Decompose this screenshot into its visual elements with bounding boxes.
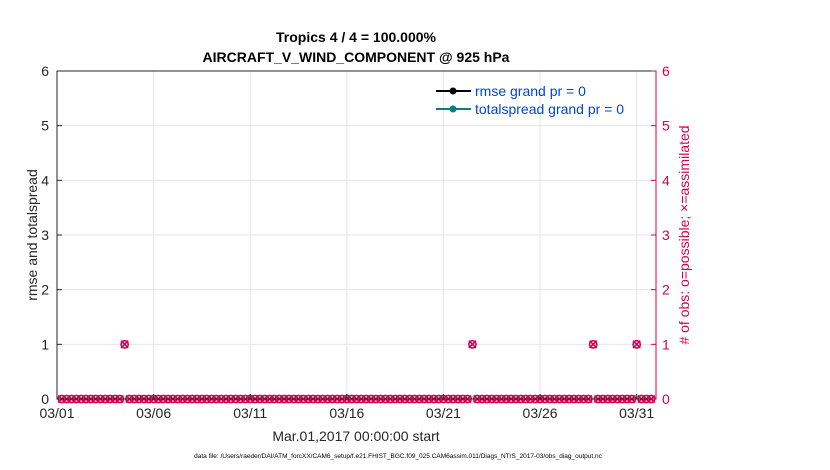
legend-marker-totalspread: [449, 105, 457, 113]
x-tick-label: 03/21: [426, 405, 461, 421]
y-tick-label-left: 2: [41, 282, 49, 298]
obs-point-marker: [120, 339, 130, 349]
x-tick-label: 03/01: [39, 405, 74, 421]
obs-point-marker: [632, 339, 642, 349]
footer-data-file: data file: /Users/raeder/DAI/ATM_forcXX/…: [194, 453, 603, 460]
y-tick-label-right: 5: [662, 118, 670, 134]
y-tick-label-right: 3: [662, 227, 670, 243]
chart-subtitle: AIRCRAFT_V_WIND_COMPONENT @ 925 hPa: [203, 49, 510, 65]
y-axis-ticks: 0 0 1 1 2 2 3 3 4 4 5 5 6 6: [41, 63, 670, 407]
legend-label-rmse: rmse grand pr = 0: [475, 83, 586, 99]
obs-point-marker: [588, 339, 598, 349]
x-tick-label: 03/31: [619, 405, 654, 421]
x-tick-label: 03/06: [136, 405, 171, 421]
x-tick-label: 03/11: [233, 405, 267, 421]
y-axis-label: rmse and totalspread: [24, 169, 40, 301]
x-tick-label: 03/26: [523, 405, 558, 421]
y-tick-label-right: 6: [662, 63, 670, 79]
x-axis-ticks: 03/01 03/06 03/11 03/16 03/21 03/26 03/31: [39, 394, 654, 421]
x-axis-label: Mar.01,2017 00:00:00 start: [272, 428, 439, 444]
legend: rmse grand pr = 0 totalspread grand pr =…: [436, 83, 624, 117]
y-tick-label-right: 0: [662, 391, 670, 407]
y-tick-label-left: 0: [41, 391, 49, 407]
legend-marker-rmse: [449, 87, 457, 95]
y-tick-label-right: 1: [662, 336, 670, 352]
chart-title: Tropics 4 / 4 = 100.000%: [276, 29, 436, 45]
y-tick-label-right: 2: [662, 282, 670, 298]
y-tick-label-left: 5: [41, 118, 49, 134]
x-tick-label: 03/16: [329, 405, 364, 421]
y-axis-label-right: # of obs: o=possible; ×=assimilated: [676, 125, 692, 344]
legend-label-totalspread: totalspread grand pr = 0: [475, 101, 624, 117]
y-tick-label-left: 6: [41, 63, 49, 79]
y-tick-label-left: 1: [41, 336, 49, 352]
y-tick-label-right: 4: [662, 172, 670, 188]
y-tick-label-left: 4: [41, 172, 49, 188]
obs-point-marker: [468, 339, 477, 349]
y-tick-label-left: 3: [41, 227, 49, 243]
